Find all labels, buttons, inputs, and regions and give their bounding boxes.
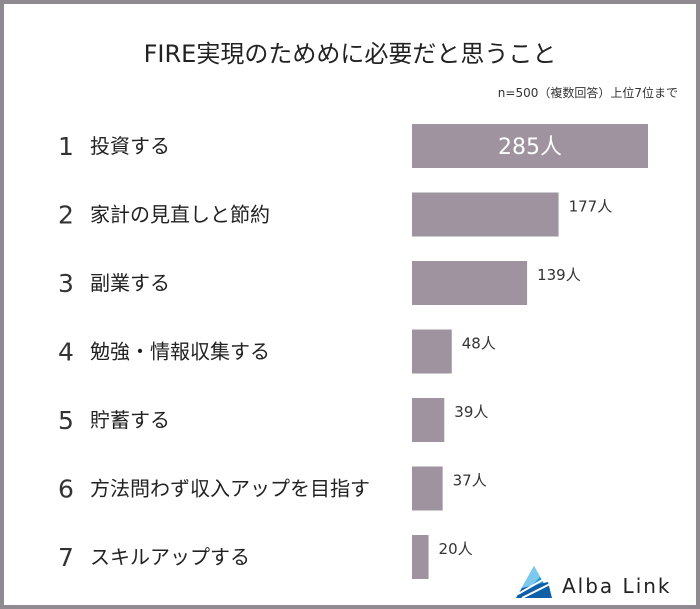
category-label: スキルアップする <box>90 545 250 569</box>
bar <box>412 192 559 237</box>
bar <box>412 535 429 579</box>
category-label: 投資する <box>90 134 170 158</box>
bar <box>412 466 443 511</box>
bar-chart: 1 投資する 285人 2 家計の見直しと節約 177人 3 副業する 139人 4 勉強・情報収集… <box>58 124 648 579</box>
bar <box>412 261 528 305</box>
value-label: 37人 <box>453 472 487 490</box>
rank-number: 3 <box>58 269 74 298</box>
rank-number: 6 <box>58 475 74 504</box>
category-label: 副業する <box>90 271 170 295</box>
bar <box>412 329 452 374</box>
rank-number: 2 <box>58 201 74 230</box>
rank-number: 7 <box>58 543 74 572</box>
brand-logo: Alba Link <box>514 564 694 600</box>
rank-number: 1 <box>58 132 74 161</box>
value-label: 139人 <box>537 266 581 284</box>
bar <box>412 398 445 442</box>
sample-note: n=500（複数回答）上位7位まで <box>497 86 678 100</box>
category-label: 貯蓄する <box>90 408 170 432</box>
value-label: 39人 <box>454 403 488 421</box>
brand-name: Alba Link <box>562 574 672 598</box>
chart-title: FIRE実現のためめに必要だと思うこと <box>143 40 557 68</box>
alba-link-logo-icon <box>516 566 552 599</box>
value-label: 48人 <box>462 335 496 353</box>
value-label: 285人 <box>498 135 562 160</box>
category-label: 方法問わず収入アップを目指す <box>90 477 370 501</box>
rank-number: 4 <box>58 338 74 367</box>
value-label: 20人 <box>439 540 473 558</box>
bar <box>412 124 648 168</box>
category-label: 家計の見直しと節約 <box>90 203 270 227</box>
category-label: 勉強・情報収集する <box>90 340 270 364</box>
value-label: 177人 <box>569 198 613 216</box>
rank-number: 5 <box>58 406 74 435</box>
